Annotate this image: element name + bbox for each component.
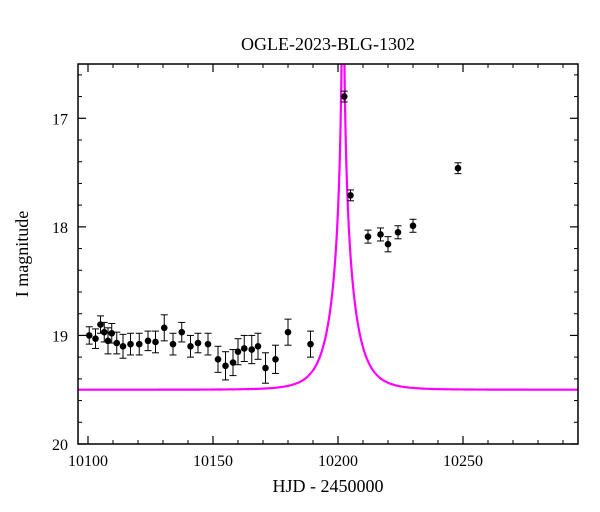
chart-container: 10100 10150 10200 10250 17 18 19 20 HJD - 245000… <box>0 0 600 512</box>
data-point <box>455 165 462 172</box>
data-point <box>108 330 115 337</box>
data-point <box>222 363 229 370</box>
data-point <box>272 356 279 363</box>
data-point <box>127 341 134 348</box>
chart-bg <box>0 0 600 512</box>
y-axis-label: I magnitude <box>12 211 32 297</box>
x-axis-label: HJD - 2450000 <box>273 476 384 496</box>
data-point <box>195 340 202 347</box>
data-point <box>205 341 212 348</box>
data-point <box>262 365 269 372</box>
data-point <box>86 332 93 339</box>
data-point <box>377 231 384 238</box>
data-point <box>410 222 417 229</box>
data-point <box>215 356 222 363</box>
data-point <box>395 229 402 236</box>
data-point <box>187 343 194 350</box>
x-tick-label: 10100 <box>68 453 108 470</box>
x-tick-label: 10250 <box>443 453 483 470</box>
data-point <box>347 192 354 199</box>
data-point <box>120 343 127 350</box>
data-point <box>113 340 120 347</box>
data-point <box>170 341 177 348</box>
chart-svg: 10100 10150 10200 10250 17 18 19 20 HJD - 245000… <box>0 0 600 512</box>
data-point <box>285 329 292 336</box>
y-tick-label: 20 <box>52 437 68 454</box>
data-point <box>92 335 99 342</box>
data-point <box>248 346 255 353</box>
y-tick-label: 17 <box>52 111 68 128</box>
data-point <box>152 339 159 346</box>
x-tick-label: 10200 <box>318 453 358 470</box>
data-point <box>385 241 392 248</box>
data-point <box>341 93 348 100</box>
data-point <box>255 343 262 350</box>
data-point <box>235 348 242 355</box>
data-point <box>136 341 143 348</box>
data-point <box>101 329 108 336</box>
x-tick-label: 10150 <box>193 453 233 470</box>
data-point <box>178 329 185 336</box>
y-tick-label: 19 <box>52 328 68 345</box>
data-point <box>365 233 372 240</box>
data-point <box>161 325 168 332</box>
y-tick-label: 18 <box>52 220 68 237</box>
data-point <box>145 338 152 345</box>
data-point <box>307 341 314 348</box>
data-point <box>241 345 248 352</box>
chart-title: OGLE-2023-BLG-1302 <box>241 34 415 54</box>
